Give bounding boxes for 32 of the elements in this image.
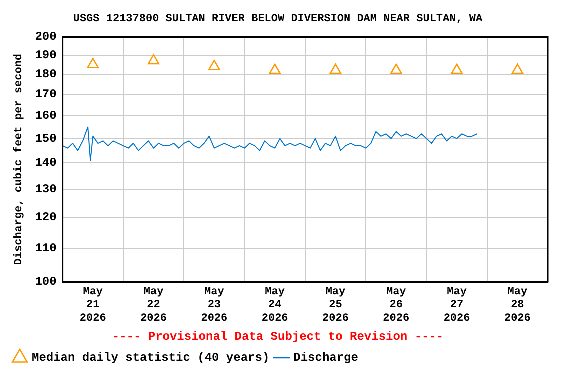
chart-title: USGS 12137800 SULTAN RIVER BELOW DIVERSION DAM NEAR SULTAN, WA: [73, 13, 484, 26]
point: [390, 64, 402, 74]
x-tick-label: May 21 2026: [80, 286, 106, 325]
y-tick-label: 180: [35, 67, 57, 82]
y-tick-label: 200: [35, 30, 57, 44]
point: [148, 54, 160, 65]
y-tick-label: 110: [35, 241, 57, 256]
point: [512, 64, 524, 74]
y-tick-label: 190: [35, 48, 57, 62]
point: [208, 60, 220, 70]
legend-label: Discharge: [294, 351, 358, 366]
y-tick-label: 140: [35, 156, 57, 170]
y-tick-label: 160: [35, 109, 57, 124]
x-tick-label: May 23 2026: [201, 286, 228, 325]
point: [87, 58, 99, 68]
y-tick-label: 150: [35, 132, 57, 146]
text: ---- Provisional Data Subject to Revision ----: [112, 330, 444, 344]
y-tick-label: 130: [35, 182, 57, 196]
point: [330, 64, 342, 74]
y-axis-title: Discharge, cubic feet per second: [12, 54, 26, 266]
point: [451, 64, 463, 74]
legend-label: Median daily statistic (40 years): [32, 351, 270, 366]
x-tick-label: May 22 2026: [140, 286, 167, 325]
x-tick-label: May 24 2026: [262, 286, 288, 325]
y-tick-label: 170: [35, 88, 57, 102]
x-tick-label: May 25 2026: [322, 286, 349, 325]
x-tick-label: May 28 2026: [504, 286, 531, 325]
x-tick-label: May 26 2026: [383, 286, 410, 325]
y-tick-label: 120: [35, 210, 57, 225]
y-tick-label: 100: [35, 275, 57, 290]
point: [269, 64, 281, 74]
x-tick-label: May 27 2026: [444, 286, 470, 325]
